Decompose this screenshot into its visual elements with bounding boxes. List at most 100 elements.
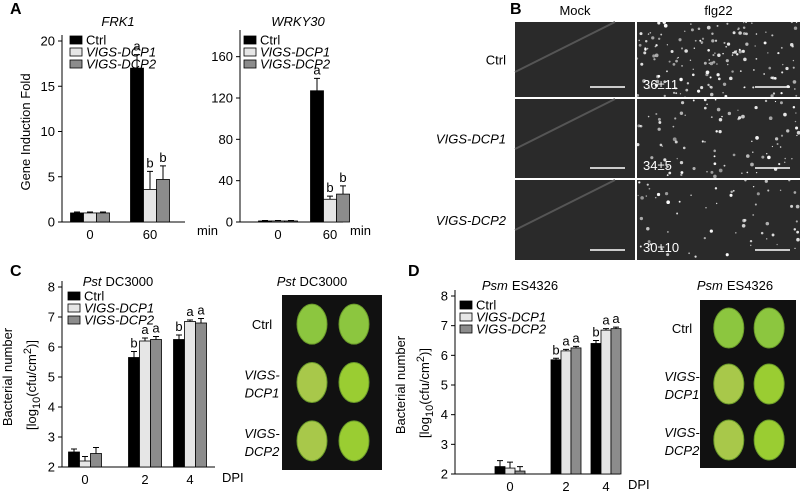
error-bar (603, 328, 609, 331)
fluorescent-spot (663, 80, 667, 84)
fluorescent-spot (739, 70, 742, 72)
bar (184, 321, 196, 468)
fluorescent-spot (647, 33, 650, 35)
legend-label: VIGS-DCP1 (476, 310, 546, 325)
fluorescent-spot (793, 88, 796, 90)
leaf-vein (514, 21, 616, 73)
y-tick-label: 2 (441, 467, 448, 482)
y-label-part: (cfu/cm (24, 354, 39, 397)
fluorescent-spot (676, 212, 679, 215)
fluorescent-spot (666, 44, 669, 46)
fluorescent-spot (706, 103, 708, 106)
fluorescent-spot (707, 48, 710, 52)
legend-swatch (459, 300, 473, 310)
fluorescent-spot (735, 232, 737, 234)
y-axis-label: Bacterial number (393, 335, 408, 434)
fluorescent-spot (750, 162, 754, 167)
fluorescent-spot (674, 87, 678, 90)
fluorescent-spot (680, 173, 683, 177)
fluorescent-spot (684, 30, 686, 33)
y-tick-label: 3 (441, 437, 448, 452)
fluorescent-spot (732, 31, 736, 35)
fluorescent-spot (668, 60, 671, 63)
fluorescent-spot (636, 93, 640, 97)
fluorescent-spot (790, 204, 794, 208)
fluorescent-spot (684, 49, 688, 53)
significance-letter: a (152, 321, 160, 336)
error-bar (593, 340, 599, 344)
fluorescent-spot (679, 77, 683, 82)
bar (560, 350, 572, 475)
fluorescent-spot (794, 247, 796, 249)
significance-letter: a (313, 62, 321, 77)
fluorescent-spot (738, 116, 742, 120)
fluorescent-spot (789, 43, 794, 47)
fluorescent-spot (745, 42, 749, 46)
legend-label: VIGS-DCP2 (476, 322, 547, 337)
column-label: flg22 (704, 3, 732, 18)
panel-letter: C (10, 263, 22, 280)
fluorescent-spot (716, 24, 719, 27)
y-tick-label: 40 (219, 173, 233, 188)
error-bar (93, 447, 99, 454)
fluorescent-spot (752, 68, 755, 71)
significance-letter: a (141, 322, 149, 337)
fluorescent-spot (755, 171, 758, 174)
fluorescent-spot (674, 117, 677, 120)
bar (128, 357, 140, 468)
legend-swatch (67, 303, 81, 313)
significance-letter: b (146, 155, 153, 170)
y-label-part: (cfu/cm (417, 362, 432, 405)
legend-swatch (243, 59, 257, 69)
bar (173, 339, 185, 468)
fluorescent-spot (765, 221, 770, 226)
fluorescent-spot (689, 59, 692, 61)
bar (143, 189, 157, 223)
callose-count: 30±10 (643, 240, 679, 255)
fluorescent-spot (680, 171, 684, 174)
significance-letter: b (552, 342, 559, 357)
fluorescent-spot (750, 244, 752, 247)
bar (90, 453, 102, 468)
error-bar (262, 219, 268, 221)
fluorescent-spot (688, 252, 690, 255)
fluorescent-spot (666, 253, 670, 257)
fluorescent-spot (741, 114, 745, 119)
x-axis-label: min (350, 223, 371, 238)
error-bar (160, 165, 166, 180)
fluorescent-spot (723, 164, 726, 167)
fluorescent-spot (771, 233, 775, 237)
y-tick-label: 2 (48, 460, 55, 475)
y-tick-label: 80 (219, 132, 233, 147)
bar (79, 460, 91, 468)
fluorescent-spot (779, 101, 783, 105)
photo-title: Psm ES4326 (697, 278, 773, 293)
micrograph (515, 99, 635, 178)
fluorescent-spot (784, 157, 786, 160)
fluorescent-spot (780, 134, 784, 137)
fluorescent-spot (663, 94, 666, 98)
bar (83, 212, 97, 223)
fluorescent-spot (691, 73, 695, 77)
row-label: Ctrl (672, 321, 692, 336)
panel-letter: B (510, 1, 522, 18)
fluorescent-spot (714, 98, 717, 101)
error-bar (74, 211, 80, 213)
fluorescent-spot (690, 194, 692, 197)
fluorescent-spot (765, 31, 767, 34)
fluorescent-spot (709, 61, 714, 66)
title-italic: Pst (83, 274, 103, 289)
fluorescent-spot (732, 153, 736, 157)
photo-title: Pst DC3000 (277, 274, 348, 289)
legend-label: Ctrl (476, 298, 496, 313)
fluorescent-spot (726, 42, 731, 46)
fluorescent-spot (795, 126, 799, 130)
x-tick-label: 2 (141, 472, 148, 487)
fluorescent-spot (679, 160, 684, 165)
significance-letter: b (326, 180, 333, 195)
error-bar (288, 219, 294, 221)
bar (70, 212, 84, 223)
fluorescent-spot (655, 79, 660, 84)
fluorescent-spot (703, 106, 707, 110)
x-tick-label: 0 (81, 472, 88, 487)
